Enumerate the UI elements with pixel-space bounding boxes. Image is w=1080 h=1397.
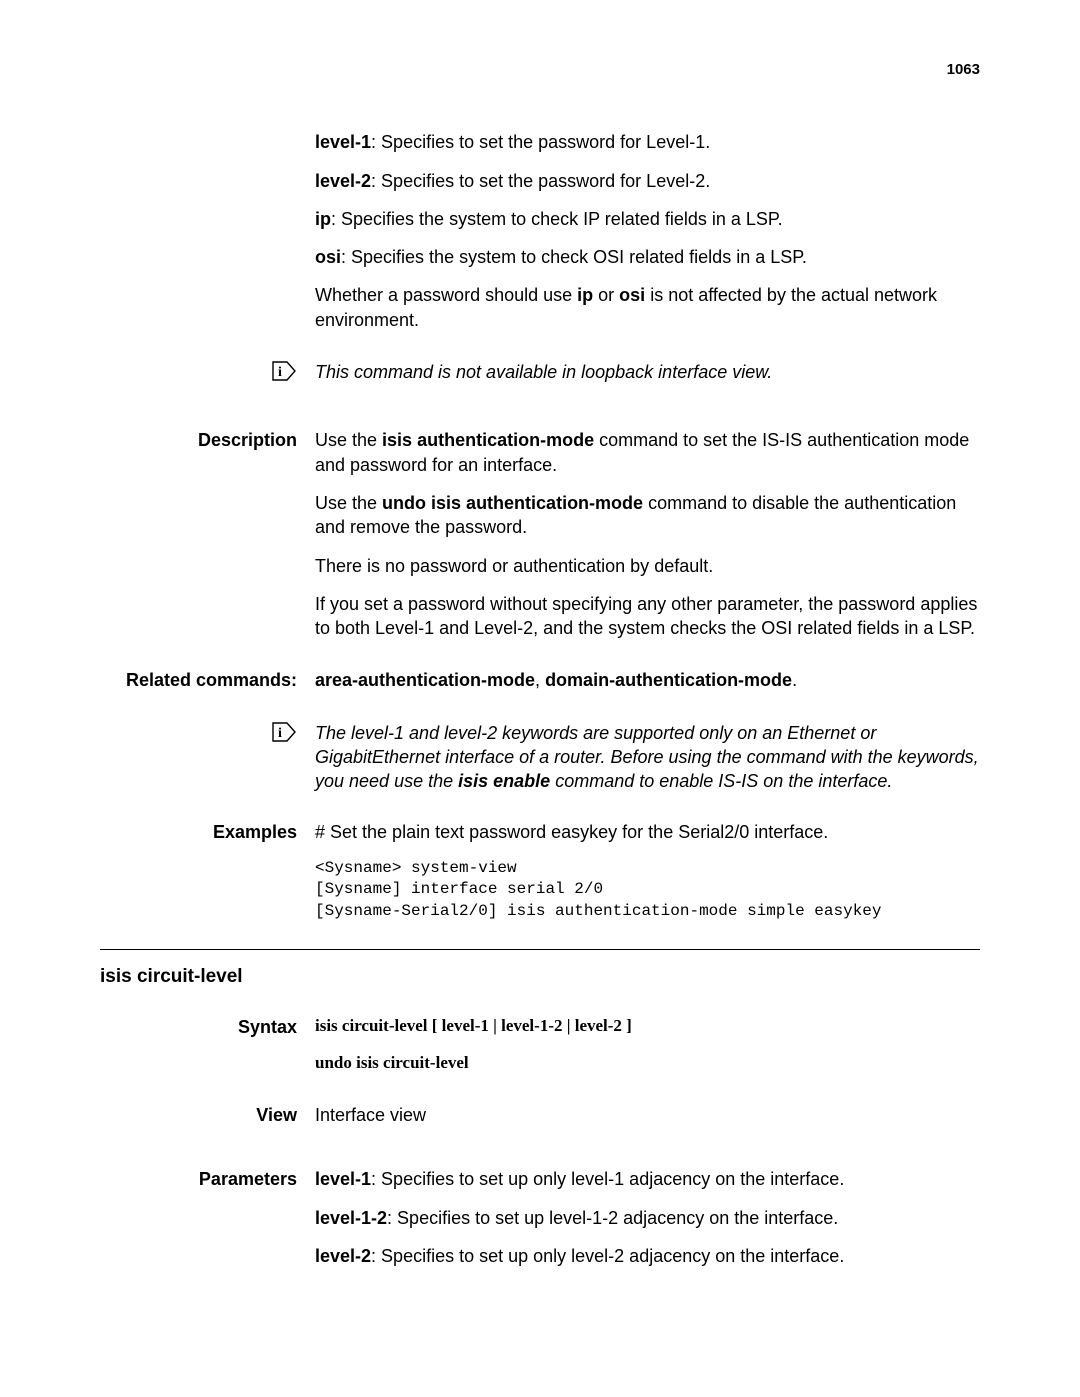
examples-label: Examples: [100, 820, 315, 923]
info-note: i This command is not available in loopb…: [100, 360, 980, 388]
section-divider: [100, 949, 980, 950]
related-text: area-authentication-mode, domain-authent…: [315, 668, 980, 692]
description-row: Description Use the isis authentication-…: [100, 428, 980, 654]
param-l2: level-2: Specifies to set up only level-…: [315, 1244, 980, 1268]
parameters-row: Parameters level-1: Specifies to set up …: [100, 1167, 980, 1282]
param-term: level-2: [315, 171, 371, 191]
param-term: level-2: [315, 1246, 371, 1266]
related-row: Related commands: area-authentication-mo…: [100, 668, 980, 706]
param-term: ip: [315, 209, 331, 229]
param-text: : Specifies to set up level-1-2 adjacenc…: [387, 1208, 838, 1228]
param-note: Whether a password should use ip or osi …: [315, 283, 980, 332]
param-l12: level-1-2: Specifies to set up level-1-2…: [315, 1206, 980, 1230]
info-icon: i: [271, 721, 297, 749]
examples-row: Examples # Set the plain text password e…: [100, 820, 980, 923]
svg-text:i: i: [278, 726, 282, 741]
page-number: 1063: [100, 60, 980, 80]
param-l1: level-1: Specifies to set up only level-…: [315, 1167, 980, 1191]
syntax-label: Syntax: [100, 1015, 315, 1089]
param-level-1: level-1: Specifies to set the password f…: [315, 130, 980, 154]
description-label: Description: [100, 428, 315, 654]
param-text: : Specifies to set up only level-2 adjac…: [371, 1246, 844, 1266]
param-text: : Specifies to set the password for Leve…: [371, 132, 710, 152]
desc-p1: Use the isis authentication-mode command…: [315, 428, 980, 477]
note-text: The level-1 and level-2 keywords are sup…: [315, 721, 980, 794]
parameters-label: Parameters: [100, 1167, 315, 1282]
param-term: level-1: [315, 132, 371, 152]
param-text: : Specifies to set the password for Leve…: [371, 171, 710, 191]
examples-intro: # Set the plain text password easykey fo…: [315, 820, 980, 844]
syntax-row: Syntax isis circuit-level [ level-1 | le…: [100, 1015, 980, 1089]
view-label: View: [100, 1103, 315, 1141]
related-label: Related commands:: [100, 668, 315, 706]
section-title: isis circuit-level: [100, 964, 980, 990]
param-text: : Specifies the system to check IP relat…: [331, 209, 783, 229]
param-text: : Specifies to set up only level-1 adjac…: [371, 1169, 844, 1189]
info-icon: i: [271, 360, 297, 388]
param-term: level-1: [315, 1169, 371, 1189]
examples-code: <Sysname> system-view [Sysname] interfac…: [315, 858, 980, 923]
svg-text:i: i: [278, 365, 282, 380]
desc-p2: Use the undo isis authentication-mode co…: [315, 491, 980, 540]
param-term: level-1-2: [315, 1208, 387, 1228]
param-level-2: level-2: Specifies to set the password f…: [315, 169, 980, 193]
desc-p4: If you set a password without specifying…: [315, 592, 980, 641]
param-text: : Specifies the system to check OSI rela…: [341, 247, 807, 267]
syntax-line-1: isis circuit-level [ level-1 | level-1-2…: [315, 1015, 980, 1038]
param-row: level-1: Specifies to set the password f…: [100, 130, 980, 346]
view-row: View Interface view: [100, 1103, 980, 1141]
info-note: i The level-1 and level-2 keywords are s…: [100, 721, 980, 794]
param-osi: osi: Specifies the system to check OSI r…: [315, 245, 980, 269]
param-ip: ip: Specifies the system to check IP rel…: [315, 207, 980, 231]
desc-p3: There is no password or authentication b…: [315, 554, 980, 578]
param-term: osi: [315, 247, 341, 267]
syntax-line-2: undo isis circuit-level: [315, 1052, 980, 1075]
view-text: Interface view: [315, 1103, 980, 1127]
note-text: This command is not available in loopbac…: [315, 360, 980, 384]
